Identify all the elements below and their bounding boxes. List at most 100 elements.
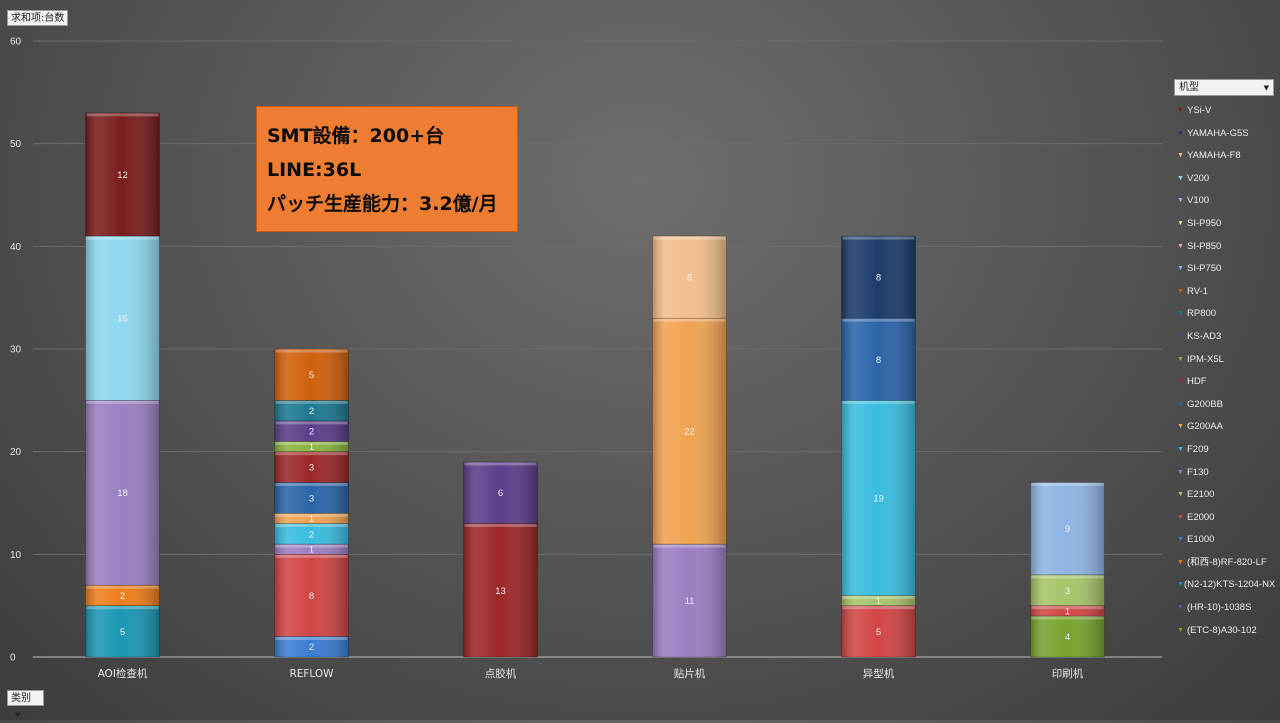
category-field-label: 类别: [11, 693, 31, 704]
bar-segment-shade: [841, 595, 916, 606]
legend-item: ▼ G200BB: [1174, 394, 1274, 417]
bar-segment-shade: [274, 636, 349, 657]
data-label: 5: [876, 627, 881, 638]
y-tick-label: 0: [10, 653, 16, 664]
legend-item: ▼ SI-P850: [1174, 236, 1274, 259]
sum-field-button[interactable]: 求和项:台数: [7, 10, 69, 26]
bar-segment-shade: [1030, 605, 1105, 616]
data-label: 12: [117, 170, 128, 181]
legend-label: KS-AD3: [1187, 330, 1222, 342]
bar-segment-highlight: [86, 113, 159, 117]
data-label: 8: [876, 355, 881, 366]
bar-segment-shade: [274, 482, 349, 514]
bar-segment-shade: [841, 318, 916, 401]
bar-segment-highlight: [842, 400, 915, 404]
legend-item: ▼ F209: [1174, 439, 1274, 462]
bar-segment-highlight: [653, 236, 726, 240]
data-label: 1: [309, 442, 314, 453]
y-tick-label: 50: [10, 139, 22, 150]
data-label: 5: [120, 627, 125, 638]
legend-label: YAMAHA-F8: [1187, 150, 1241, 162]
dropdown-arrow-icon: ▼: [1263, 84, 1269, 92]
legend-label: G200BB: [1187, 398, 1223, 410]
bar-segment-highlight: [842, 236, 915, 240]
bar-segment-shade: [85, 112, 160, 237]
bar-segment-shade: [463, 523, 538, 657]
bar-segment-shade: [274, 400, 349, 421]
bar-segment-shade: [274, 451, 349, 483]
bar-segment-highlight: [1031, 482, 1104, 486]
bar-segment-shade: [1030, 615, 1105, 657]
legend-label: F209: [1187, 443, 1209, 455]
legend-item: ▼ YAMAHA-F8: [1174, 145, 1274, 168]
legend-item: ▼ V100: [1174, 190, 1274, 213]
data-label: 2: [309, 427, 314, 438]
legend-marker-icon: ▼: [1177, 310, 1184, 318]
legend-marker-icon: ▼: [1177, 174, 1184, 182]
legend-item: ▼ (ETC-8)A30-102: [1174, 620, 1274, 643]
legend-item: ▼ F130: [1174, 462, 1274, 485]
bar-segment-highlight: [275, 349, 348, 353]
bar-segment-shade: [85, 400, 160, 586]
legend-marker-icon: ▼: [1177, 378, 1184, 386]
legend-items: ▼ YSi-V ▼ YAMAHA-G5S ▼ YAMAHA-F8 ▼ V200 ▼ V100 ▼ SI…: [1174, 100, 1275, 643]
bar-segment-shade: [463, 461, 538, 524]
bar-segment-shade: [274, 513, 349, 524]
legend-label: SI-P950: [1187, 217, 1222, 229]
legend: 机型 ▼ ▼ YSi-V ▼ YAMAHA-G5S ▼ YAMAHA-F8 ▼ V200 ▼ V1…: [1174, 79, 1275, 643]
data-label: 11: [685, 596, 695, 607]
bar-segment-highlight: [275, 524, 348, 528]
stacked-bar-chart: 010203040506052181612AOI检查机28121331225RE…: [10, 37, 1162, 680]
legend-label: RV-1: [1187, 285, 1208, 297]
bar-segment-shade: [652, 544, 727, 657]
legend-item: ▼ E1000: [1174, 529, 1274, 552]
bar-segment-shade: [1030, 574, 1105, 606]
legend-item: ▼ YSi-V: [1174, 100, 1274, 123]
legend-item: ▼ RP800: [1174, 303, 1274, 326]
legend-marker-icon: ▼: [1177, 558, 1184, 566]
legend-label: SI-P750: [1187, 263, 1222, 275]
bar-segment-highlight: [653, 318, 726, 322]
bar-segment-shade: [841, 236, 916, 319]
y-tick-label: 40: [10, 242, 22, 253]
data-label: 16: [117, 314, 128, 325]
data-label: 9: [1065, 524, 1070, 535]
bar-segment-highlight: [653, 544, 726, 548]
bar-segment-highlight: [464, 524, 537, 528]
legend-marker-icon: ▼: [1177, 129, 1184, 137]
bar-segment-shade: [274, 349, 349, 401]
callout-line-lines: LINE:36L: [267, 159, 362, 181]
data-label: 1: [309, 545, 314, 556]
data-label: 4: [1065, 632, 1070, 643]
legend-label: (和西-8)RF-820-LF: [1187, 556, 1267, 568]
bar-segment-highlight: [275, 482, 348, 486]
legend-label: V200: [1187, 172, 1210, 184]
bar-segment-highlight: [86, 400, 159, 404]
x-tick-label: 贴片机: [674, 667, 706, 680]
data-label: 18: [117, 488, 128, 499]
y-tick-label: 10: [10, 550, 22, 561]
bar-segment-highlight: [86, 585, 159, 589]
bar-segment-highlight: [842, 606, 915, 610]
data-label: 1: [1065, 606, 1070, 617]
data-label: 2: [309, 642, 314, 653]
legend-item: ▼ SI-P750: [1174, 258, 1274, 281]
legend-item: ▼ E2000: [1174, 507, 1274, 530]
data-label: 22: [684, 427, 695, 438]
data-label: 6: [498, 488, 503, 499]
legend-marker-icon: ▼: [1177, 332, 1184, 340]
data-label: 2: [309, 529, 314, 540]
bar-segment-shade: [274, 554, 349, 637]
legend-item: ▼ YAMAHA-G5S: [1174, 123, 1274, 146]
legend-marker-icon: ▼: [1177, 604, 1184, 612]
bar-segment-shade: [841, 605, 916, 657]
bar-segment-highlight: [275, 544, 348, 548]
x-tick-label: 印刷机: [1052, 667, 1084, 680]
category-field-button[interactable]: 类别 ▼: [7, 690, 44, 719]
legend-filter-button[interactable]: 机型 ▼: [1174, 79, 1274, 96]
legend-label: RP800: [1187, 308, 1217, 320]
legend-marker-icon: ▼: [1177, 423, 1184, 431]
legend-item: ▼ RV-1: [1174, 281, 1274, 304]
legend-marker-icon: ▼: [1177, 219, 1184, 227]
legend-label: (HR-10)-1038S: [1187, 602, 1252, 614]
